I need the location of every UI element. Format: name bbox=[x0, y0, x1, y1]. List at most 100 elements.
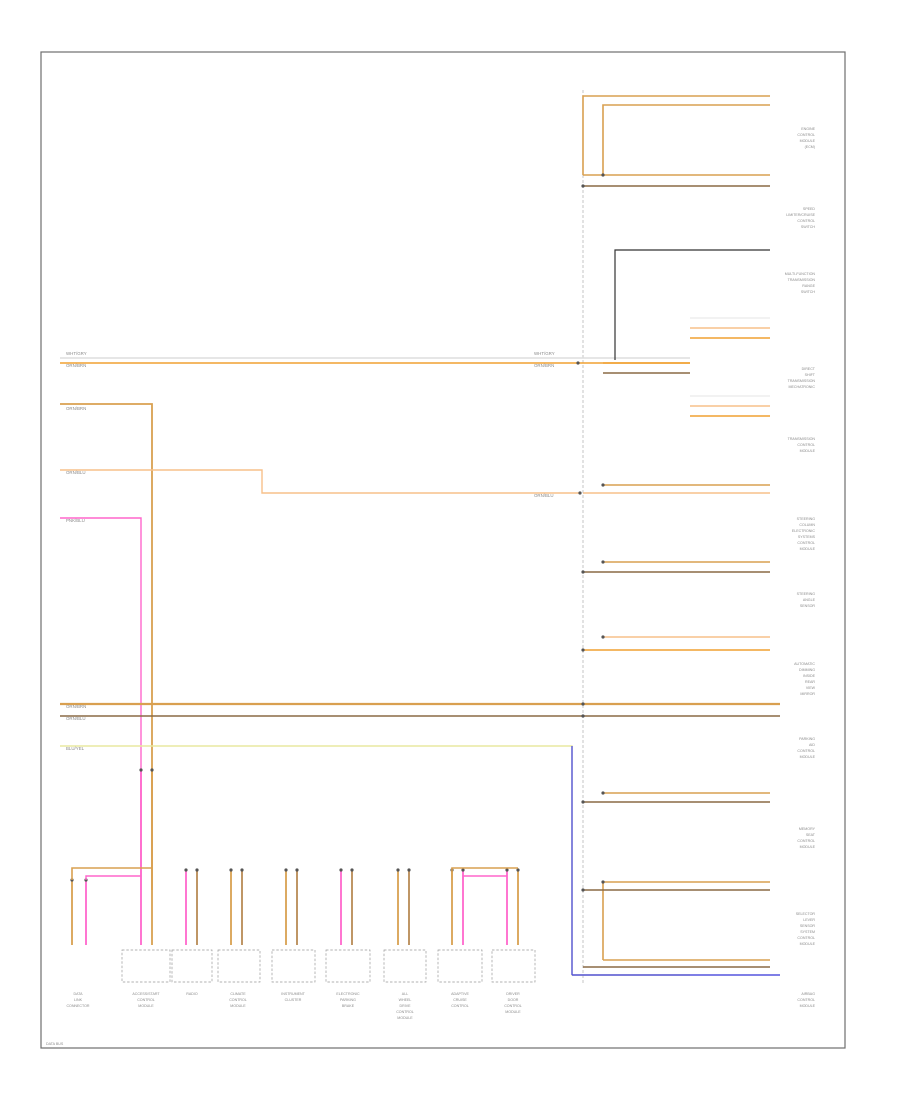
bottom-component-label: ALL bbox=[402, 992, 408, 996]
splice-dot bbox=[150, 768, 154, 772]
right-component-label: MODULE bbox=[800, 845, 816, 849]
bottom-component-label: DRIVER bbox=[506, 992, 520, 996]
bottom-component-label: MODULE bbox=[138, 1004, 154, 1008]
wire-orn-brn-down: ORN/BRN bbox=[60, 403, 153, 890]
right-component-label: SWITCH bbox=[801, 225, 816, 229]
splice-dot bbox=[284, 868, 288, 872]
component-box bbox=[437, 949, 483, 983]
bottom-component-label: CRUISE bbox=[453, 998, 467, 1002]
bottom-component-label: CLIMATE bbox=[230, 992, 246, 996]
wire-pnk-blu: PNK/BLU bbox=[60, 517, 142, 890]
right-component-label: SYSTEMS bbox=[798, 535, 816, 539]
right-component-label: REAR bbox=[805, 680, 815, 684]
connector-hook bbox=[85, 875, 141, 880]
bottom-component-label: DRIVE bbox=[400, 1004, 412, 1008]
right-component-label: MODULE bbox=[800, 547, 816, 551]
right-component-label: SENSOR bbox=[800, 604, 816, 608]
bottom-component-label: CONTROL bbox=[229, 998, 247, 1002]
right-component-label: CONTROL bbox=[797, 443, 815, 447]
right-component-label: TRANSMISSION bbox=[788, 379, 816, 383]
right-component-label: SELECTOR bbox=[796, 912, 816, 916]
right-component-label: LEVER bbox=[803, 918, 815, 922]
right-component-label: CONTROL bbox=[797, 749, 815, 753]
splice-dot bbox=[505, 868, 509, 872]
wire-blu-yel: BLU/YEL bbox=[60, 745, 780, 976]
component-box bbox=[217, 949, 261, 983]
right-component-label: MODULE bbox=[800, 755, 816, 759]
right-component-label: ENGINE bbox=[801, 127, 815, 131]
bottom-component-label: BRAKE bbox=[342, 1004, 355, 1008]
right-component-label: CONTROL bbox=[797, 839, 815, 843]
component-box bbox=[491, 949, 536, 983]
right-component-label: INSIDE bbox=[803, 674, 816, 678]
splice-dot bbox=[396, 868, 400, 872]
transmission-wiring bbox=[583, 395, 770, 494]
right-component-label: CONTROL bbox=[797, 133, 815, 137]
steering-angle-wiring bbox=[581, 635, 770, 652]
bottom-component-label: WHEEL bbox=[399, 998, 412, 1002]
component-box bbox=[171, 949, 213, 983]
right-component-label: AIRBAG bbox=[801, 992, 815, 996]
bottom-component-labels: DATA LINK CONNECTOR ACCESS/START CONTROL MODU… bbox=[66, 992, 521, 1020]
right-component-label: SENSOR bbox=[800, 924, 816, 928]
left-wire-label-4: ORN/BLU bbox=[66, 470, 86, 475]
right-component-label: SHIFT bbox=[805, 373, 816, 377]
right-component-label: MULTI-FUNCTION bbox=[785, 272, 816, 276]
bottom-component-label: RADIO bbox=[186, 992, 198, 996]
bottom-component-label: CLUSTER bbox=[285, 998, 302, 1002]
bottom-component-label: CONTROL bbox=[504, 1004, 522, 1008]
splice-dot bbox=[229, 868, 233, 872]
splice-dot bbox=[350, 868, 354, 872]
splice-dot bbox=[407, 868, 411, 872]
right-component-label: (ECM) bbox=[805, 145, 815, 149]
right-component-label: DIRECT bbox=[802, 367, 816, 371]
left-wire-label-1: WHT/GRY bbox=[66, 351, 87, 356]
bottom-component-label: MODULE bbox=[397, 1016, 413, 1020]
bottom-component-label: ADAPTIVE bbox=[451, 992, 469, 996]
right-component-label: MIRROR bbox=[800, 692, 815, 696]
parking-aid-wiring bbox=[581, 791, 770, 804]
steering-column-wiring bbox=[581, 560, 770, 574]
connector-hook bbox=[451, 867, 518, 880]
left-wire-label-2: ORN/BRN bbox=[66, 363, 86, 368]
bottom-component-label: CONTROL bbox=[451, 1004, 469, 1008]
splice-dot bbox=[339, 868, 343, 872]
right-component-label: MEMORY bbox=[799, 827, 816, 831]
right-component-label: CONTROL bbox=[797, 541, 815, 545]
bottom-component-label: MODULE bbox=[505, 1010, 521, 1014]
bottom-component-label: ELECTRONIC bbox=[336, 992, 360, 996]
right-wire-label-2: ORN/BRN bbox=[534, 363, 554, 368]
left-wire-label-5: PNK/BLU bbox=[66, 518, 85, 523]
wire-orn-blu-jog: ORN/BLU ORN/BLU bbox=[60, 469, 582, 498]
right-component-label: CONTROL bbox=[797, 219, 815, 223]
right-component-label: TRANSMISSION bbox=[788, 437, 816, 441]
right-component-label: SWITCH bbox=[801, 290, 816, 294]
selector-lever-wiring bbox=[581, 880, 770, 968]
bottom-component-label: PARKING bbox=[340, 998, 356, 1002]
left-wire-label-3: ORN/BRN bbox=[66, 406, 86, 411]
right-component-label: SEAT bbox=[806, 833, 816, 837]
bottom-component-label: LINK bbox=[74, 998, 83, 1002]
ecm-wiring bbox=[581, 95, 770, 188]
right-component-label: SYSTEM bbox=[800, 930, 815, 934]
right-component-label: VIEW bbox=[806, 686, 816, 690]
left-wire-label-7: ORN/BLU bbox=[66, 716, 86, 721]
component-box bbox=[383, 949, 427, 983]
right-component-label: RANGE bbox=[802, 284, 815, 288]
wire-wht-gry: WHT/GRY ORN/BRN WHT/GRY ORN/BRN bbox=[60, 351, 690, 368]
right-component-label: DIMMING bbox=[799, 668, 815, 672]
bottom-component-label: MODULE bbox=[230, 1004, 246, 1008]
black-wire-group bbox=[603, 249, 770, 374]
splice-dot bbox=[516, 868, 520, 872]
bottom-component-label: ACCESS/START bbox=[132, 992, 160, 996]
right-component-label: MODULE bbox=[800, 1004, 816, 1008]
connector-hook bbox=[462, 875, 507, 880]
left-wire-label-6: ORN/BRN bbox=[66, 704, 86, 709]
wire-main-pair: ORN/BRN ORN/BLU bbox=[60, 702, 780, 721]
right-component-label: MODULE bbox=[800, 942, 816, 946]
right-component-label: MECHATRONIC bbox=[789, 385, 816, 389]
bottom-component-label: INSTRUMENT bbox=[281, 992, 305, 996]
component-box bbox=[271, 949, 316, 983]
splice-dot bbox=[240, 868, 244, 872]
